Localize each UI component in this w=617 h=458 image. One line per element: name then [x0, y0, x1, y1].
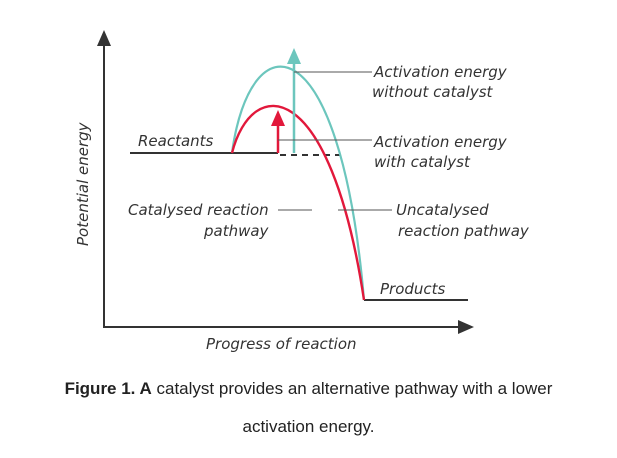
ea-uncatalysed-label-1: Activation energy: [373, 63, 508, 81]
y-axis-label: Potential energy: [74, 121, 92, 246]
uncatalysed-pathway-label-2: reaction pathway: [398, 222, 530, 240]
caption-bold: Figure 1. A: [64, 379, 152, 398]
ea-catalysed-label-1: Activation energy: [373, 133, 508, 151]
x-axis-arrowhead: [458, 320, 474, 334]
caption-text-line1: catalyst provides an alternative pathway…: [151, 379, 553, 398]
figure-caption-line2: activation energy.: [0, 410, 617, 444]
ea-uncatalysed-label-2: without catalyst: [372, 83, 494, 101]
ea-catalysed-label-2: with catalyst: [374, 153, 471, 171]
figure-caption: Figure 1. A catalyst provides an alterna…: [0, 372, 617, 406]
uncatalysed-pathway-curve: [230, 65, 366, 301]
uncatalysed-pathway-label-1: Uncatalysed: [396, 201, 489, 219]
energy-profile-diagram: Potential energy Progress of reaction Re…: [74, 30, 530, 353]
ea-catalysed-arrowhead: [271, 110, 285, 126]
x-axis-label: Progress of reaction: [206, 335, 357, 353]
products-label: Products: [380, 280, 446, 298]
catalysed-pathway-label-2: pathway: [203, 222, 270, 240]
caption-text-line2: activation energy.: [242, 417, 375, 436]
catalysed-pathway-label-1: Catalysed reaction: [128, 201, 269, 219]
ea-uncatalysed-arrowhead: [287, 48, 301, 64]
reactants-label: Reactants: [138, 132, 214, 150]
y-axis-arrowhead: [97, 30, 111, 46]
